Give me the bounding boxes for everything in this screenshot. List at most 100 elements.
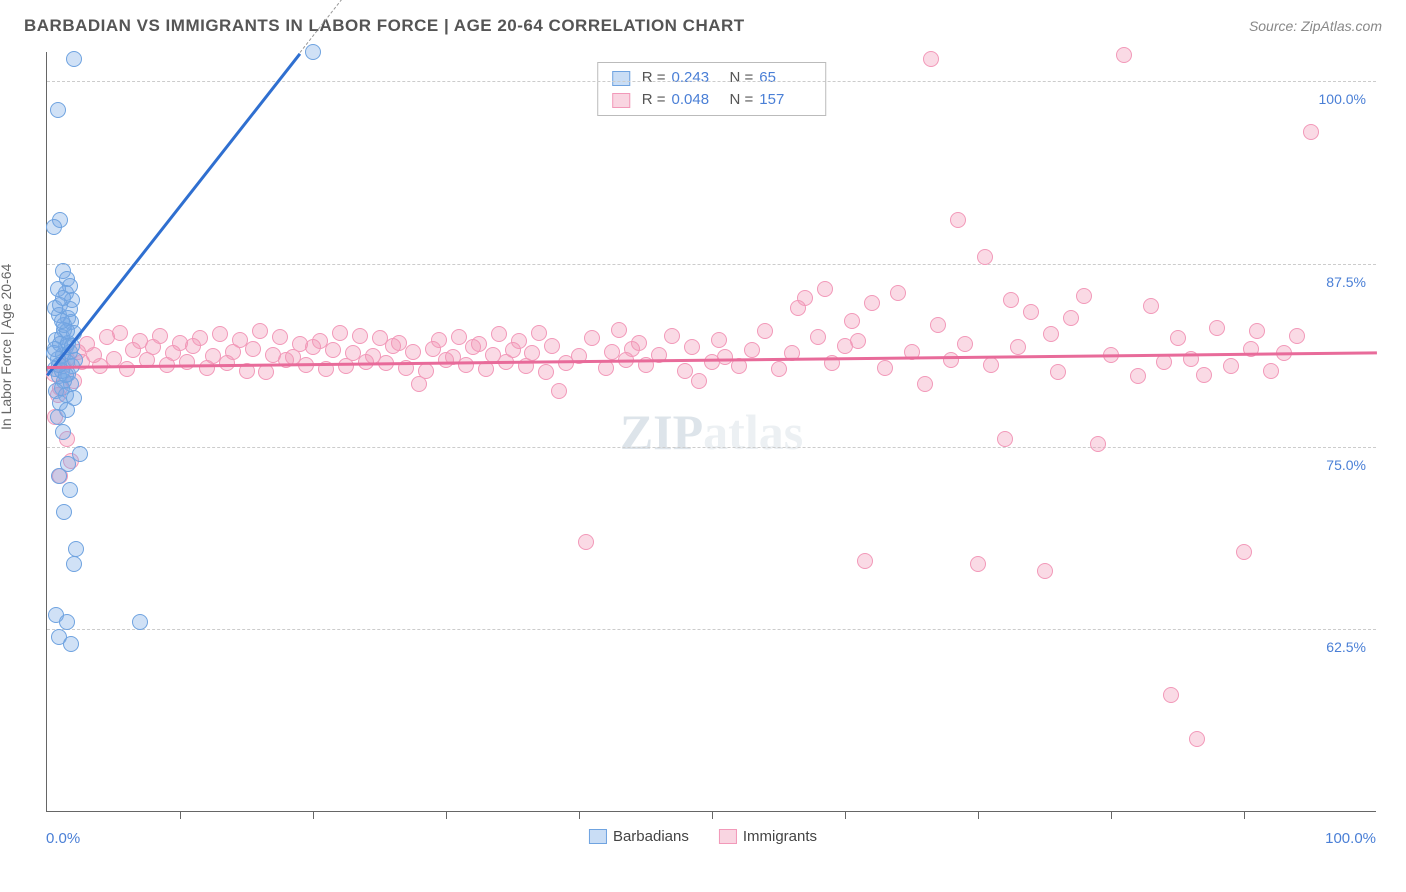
scatter-marker-s2	[1209, 320, 1225, 336]
scatter-marker-s2	[405, 344, 421, 360]
scatter-marker-s2	[631, 335, 647, 351]
scatter-marker-s2	[744, 342, 760, 358]
scatter-marker-s2	[691, 373, 707, 389]
scatter-marker-s2	[1076, 288, 1092, 304]
scatter-marker-s2	[857, 553, 873, 569]
scatter-marker-s2	[957, 336, 973, 352]
legend-stats-row: R = 0.048 N = 157	[612, 89, 812, 111]
scatter-marker-s2	[538, 364, 554, 380]
scatter-marker-s2	[771, 361, 787, 377]
scatter-marker-s1	[62, 482, 78, 498]
y-tick-label: 62.5%	[1326, 639, 1366, 655]
scatter-marker-s1	[63, 636, 79, 652]
scatter-marker-s2	[797, 290, 813, 306]
scatter-marker-s1	[59, 614, 75, 630]
scatter-marker-s2	[212, 326, 228, 342]
scatter-marker-s2	[977, 249, 993, 265]
x-tick	[579, 811, 580, 819]
gridline-h	[47, 447, 1376, 448]
scatter-marker-s1	[66, 51, 82, 67]
scatter-marker-s2	[611, 322, 627, 338]
scatter-marker-s2	[1163, 687, 1179, 703]
scatter-marker-s2	[491, 326, 507, 342]
scatter-marker-s1	[305, 44, 321, 60]
scatter-marker-s1	[55, 290, 71, 306]
legend-item-barbadians: Barbadians	[589, 828, 689, 845]
scatter-marker-s2	[923, 51, 939, 67]
scatter-marker-s2	[1196, 367, 1212, 383]
scatter-marker-s2	[1023, 304, 1039, 320]
y-tick-label: 75.0%	[1326, 457, 1366, 473]
scatter-marker-s2	[179, 354, 195, 370]
scatter-marker-s2	[850, 333, 866, 349]
scatter-marker-s2	[684, 339, 700, 355]
scatter-marker-s2	[458, 357, 474, 373]
gridline-h	[47, 629, 1376, 630]
scatter-marker-s2	[1116, 47, 1132, 63]
scatter-marker-s2	[352, 328, 368, 344]
scatter-marker-s2	[983, 357, 999, 373]
scatter-marker-s2	[1223, 358, 1239, 374]
scatter-marker-s2	[997, 431, 1013, 447]
scatter-marker-s2	[1170, 330, 1186, 346]
gridline-h	[47, 264, 1376, 265]
scatter-marker-s2	[1189, 731, 1205, 747]
scatter-marker-s2	[890, 285, 906, 301]
scatter-marker-s2	[864, 295, 880, 311]
scatter-marker-s2	[757, 323, 773, 339]
scatter-marker-s1	[46, 219, 62, 235]
scatter-marker-s2	[1037, 563, 1053, 579]
x-tick	[1244, 811, 1245, 819]
scatter-marker-s2	[544, 338, 560, 354]
scatter-marker-s2	[192, 330, 208, 346]
scatter-marker-s2	[252, 323, 268, 339]
scatter-marker-s1	[66, 556, 82, 572]
plot-frame: ZIPatlas R = 0.243 N = 65 R = 0.048 N = …	[46, 52, 1376, 812]
scatter-marker-s2	[1090, 436, 1106, 452]
scatter-marker-s2	[112, 325, 128, 341]
scatter-marker-s2	[258, 364, 274, 380]
scatter-marker-s2	[1050, 364, 1066, 380]
scatter-marker-s2	[664, 328, 680, 344]
scatter-marker-s2	[1130, 368, 1146, 384]
scatter-marker-s1	[50, 102, 66, 118]
scatter-marker-s2	[711, 332, 727, 348]
legend-swatch-s2	[612, 93, 630, 108]
legend-stats-row: R = 0.243 N = 65	[612, 67, 812, 89]
x-tick	[313, 811, 314, 819]
scatter-marker-s2	[119, 361, 135, 377]
x-tick	[180, 811, 181, 819]
scatter-marker-s2	[844, 313, 860, 329]
x-tick	[978, 811, 979, 819]
scatter-marker-s2	[1003, 292, 1019, 308]
scatter-marker-s1	[68, 541, 84, 557]
y-axis-title: In Labor Force | Age 20-64	[0, 264, 14, 430]
scatter-marker-s2	[584, 330, 600, 346]
chart-header: BARBADIAN VS IMMIGRANTS IN LABOR FORCE |…	[24, 16, 1382, 36]
scatter-marker-s2	[418, 363, 434, 379]
x-tick	[845, 811, 846, 819]
scatter-marker-s2	[877, 360, 893, 376]
scatter-marker-s2	[810, 329, 826, 345]
scatter-marker-s2	[970, 556, 986, 572]
scatter-marker-s2	[943, 352, 959, 368]
chart-title: BARBADIAN VS IMMIGRANTS IN LABOR FORCE |…	[24, 16, 745, 36]
scatter-marker-s2	[152, 328, 168, 344]
scatter-marker-s2	[1063, 310, 1079, 326]
x-tick	[712, 811, 713, 819]
scatter-marker-s1	[56, 504, 72, 520]
x-tick	[1111, 811, 1112, 819]
scatter-marker-s2	[1236, 544, 1252, 560]
scatter-marker-s2	[325, 342, 341, 358]
plot-area: ZIPatlas R = 0.243 N = 65 R = 0.048 N = …	[47, 52, 1376, 811]
scatter-marker-s2	[950, 212, 966, 228]
x-tick	[446, 811, 447, 819]
scatter-marker-s2	[431, 332, 447, 348]
x-axis-min-label: 0.0%	[46, 830, 80, 847]
legend-swatch-s2	[719, 829, 737, 844]
scatter-marker-s2	[1289, 328, 1305, 344]
legend-stats: R = 0.243 N = 65 R = 0.048 N = 157	[597, 62, 827, 116]
scatter-marker-s1	[54, 313, 70, 329]
legend-item-immigrants: Immigrants	[719, 828, 817, 845]
scatter-marker-s2	[531, 325, 547, 341]
